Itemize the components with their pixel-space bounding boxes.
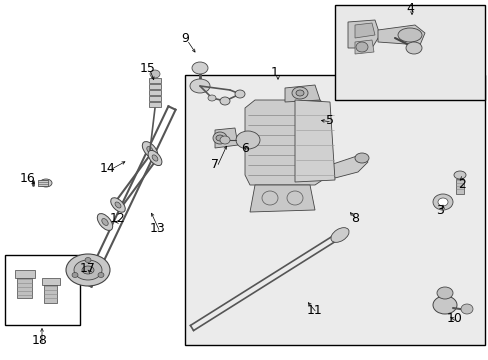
Polygon shape	[294, 100, 334, 182]
Ellipse shape	[436, 287, 452, 299]
Ellipse shape	[152, 155, 158, 161]
Bar	[149, 102, 161, 107]
Bar	[455, 179, 463, 194]
Ellipse shape	[102, 219, 108, 225]
Text: 2: 2	[457, 179, 465, 192]
Bar	[17, 278, 32, 298]
Bar	[38, 180, 48, 186]
Bar	[334, 5, 484, 100]
Ellipse shape	[216, 135, 224, 141]
Text: 4: 4	[405, 1, 413, 14]
Bar	[5, 255, 80, 325]
Text: 3: 3	[435, 203, 443, 216]
Ellipse shape	[235, 90, 244, 98]
Ellipse shape	[330, 228, 348, 242]
Bar	[184, 75, 484, 345]
Ellipse shape	[207, 95, 216, 101]
Text: 13: 13	[150, 221, 165, 234]
Polygon shape	[347, 20, 379, 48]
Text: 12: 12	[110, 211, 125, 225]
Text: 11: 11	[306, 303, 322, 316]
Polygon shape	[354, 23, 374, 38]
Ellipse shape	[236, 131, 260, 149]
Ellipse shape	[291, 87, 307, 99]
Ellipse shape	[460, 304, 472, 314]
Ellipse shape	[213, 132, 226, 144]
Ellipse shape	[190, 79, 209, 93]
Ellipse shape	[97, 213, 112, 230]
Polygon shape	[329, 155, 367, 178]
Bar	[42, 278, 60, 285]
Text: 15: 15	[140, 62, 156, 75]
Bar	[149, 84, 161, 89]
Polygon shape	[377, 25, 424, 45]
Bar	[15, 270, 35, 278]
Ellipse shape	[72, 273, 78, 278]
Ellipse shape	[355, 42, 367, 52]
Ellipse shape	[437, 198, 447, 206]
Ellipse shape	[148, 150, 162, 166]
Text: 1: 1	[270, 66, 278, 78]
Text: 7: 7	[210, 158, 219, 171]
Bar	[44, 285, 57, 303]
Ellipse shape	[432, 194, 452, 210]
Text: 5: 5	[325, 113, 333, 126]
Ellipse shape	[115, 202, 121, 208]
Bar	[149, 90, 161, 95]
Ellipse shape	[74, 260, 102, 280]
Ellipse shape	[82, 266, 94, 274]
Ellipse shape	[110, 198, 125, 212]
Ellipse shape	[66, 254, 110, 286]
Ellipse shape	[405, 42, 421, 54]
Ellipse shape	[220, 136, 229, 144]
Ellipse shape	[98, 273, 104, 278]
Text: 10: 10	[446, 311, 462, 324]
Ellipse shape	[453, 171, 465, 179]
Text: 17: 17	[80, 261, 96, 274]
Ellipse shape	[142, 141, 157, 158]
Ellipse shape	[85, 257, 91, 262]
Text: 9: 9	[181, 31, 188, 45]
Ellipse shape	[220, 97, 229, 105]
Bar	[149, 96, 161, 101]
Polygon shape	[285, 85, 319, 102]
Text: 8: 8	[350, 211, 358, 225]
Ellipse shape	[295, 90, 304, 96]
Polygon shape	[249, 185, 314, 212]
Text: 14: 14	[100, 162, 116, 175]
Ellipse shape	[192, 62, 207, 74]
Polygon shape	[354, 40, 373, 54]
Ellipse shape	[432, 296, 456, 314]
Ellipse shape	[354, 153, 368, 163]
Ellipse shape	[146, 147, 153, 153]
Text: 6: 6	[241, 141, 248, 154]
Polygon shape	[215, 128, 238, 148]
Polygon shape	[244, 100, 329, 185]
Ellipse shape	[397, 28, 421, 42]
Text: 18: 18	[32, 333, 48, 346]
Ellipse shape	[150, 70, 160, 78]
Text: 16: 16	[20, 171, 36, 184]
Bar	[149, 78, 161, 83]
Ellipse shape	[40, 179, 52, 187]
